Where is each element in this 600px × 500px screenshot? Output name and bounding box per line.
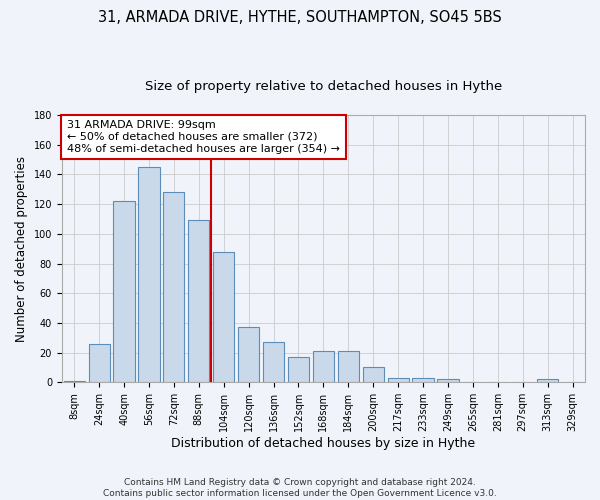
Bar <box>388 378 409 382</box>
Bar <box>362 368 384 382</box>
Text: 31 ARMADA DRIVE: 99sqm
← 50% of detached houses are smaller (372)
48% of semi-de: 31 ARMADA DRIVE: 99sqm ← 50% of detached… <box>67 120 340 154</box>
Bar <box>188 220 209 382</box>
X-axis label: Distribution of detached houses by size in Hythe: Distribution of detached houses by size … <box>172 437 475 450</box>
Bar <box>89 344 110 382</box>
Bar <box>288 357 309 382</box>
Bar <box>313 351 334 382</box>
Y-axis label: Number of detached properties: Number of detached properties <box>15 156 28 342</box>
Bar <box>213 252 235 382</box>
Bar <box>537 380 558 382</box>
Bar <box>64 381 85 382</box>
Bar <box>113 201 134 382</box>
Title: Size of property relative to detached houses in Hythe: Size of property relative to detached ho… <box>145 80 502 93</box>
Bar <box>412 378 434 382</box>
Bar <box>263 342 284 382</box>
Text: Contains HM Land Registry data © Crown copyright and database right 2024.
Contai: Contains HM Land Registry data © Crown c… <box>103 478 497 498</box>
Bar <box>163 192 184 382</box>
Bar <box>238 328 259 382</box>
Bar <box>338 351 359 382</box>
Text: 31, ARMADA DRIVE, HYTHE, SOUTHAMPTON, SO45 5BS: 31, ARMADA DRIVE, HYTHE, SOUTHAMPTON, SO… <box>98 10 502 25</box>
Bar <box>139 167 160 382</box>
Bar <box>437 380 458 382</box>
